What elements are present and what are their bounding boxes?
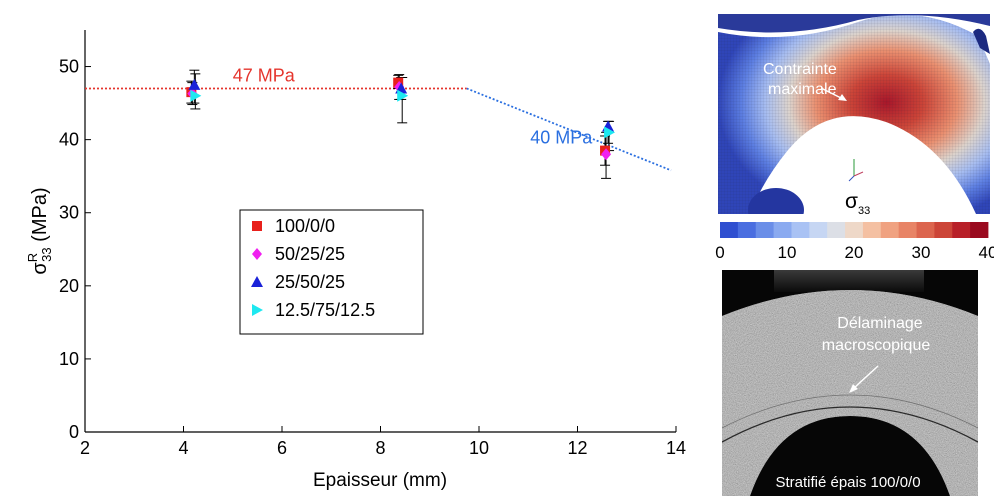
colorbar-cell [773, 222, 792, 238]
x-tick-label: 2 [80, 438, 90, 458]
axis-triad-z [848, 175, 855, 182]
fe-sigma-label: σ33 [845, 190, 870, 214]
fe-annotation-line1: Contrainte [763, 61, 837, 78]
colorbar-cells [720, 222, 989, 238]
colorbar-cell [737, 222, 757, 238]
colorbar: 0 10 20 30 40 [714, 222, 997, 266]
colorbar-cell [916, 222, 935, 238]
fe-sigma-subscript: 33 [858, 205, 870, 214]
data-point-triangle-right [397, 89, 409, 102]
y-tick-label: 10 [59, 349, 79, 369]
fe-support-element [748, 188, 804, 214]
colorbar-cell [970, 222, 989, 238]
x-tick-label: 8 [375, 438, 385, 458]
y-axis-label-symbol: σ [29, 262, 51, 275]
legend-marker-diamond [252, 248, 262, 260]
colorbar-image: 0 10 20 30 40 [715, 222, 997, 262]
colorbar-tick-label: 20 [845, 243, 864, 262]
fe-annotation-arrow-line [820, 87, 844, 100]
legend-box [239, 209, 424, 335]
y-tick-label: 40 [59, 130, 79, 150]
y-axis-label-subscript: 33 [39, 247, 54, 261]
fe-annotation-arrow-head [838, 94, 847, 101]
data-point-triangle-right [190, 89, 202, 102]
fe-mesh [718, 14, 990, 214]
trend-line-decline [466, 87, 672, 172]
y-axis-label-superscript: R [25, 253, 40, 262]
y-axis-label: σR33 (MPa) [25, 187, 54, 274]
x-tick-label: 10 [469, 438, 489, 458]
ply-interface [722, 394, 978, 429]
trend-lines: 47 MPa 40 MPa [85, 65, 672, 172]
axis-triad-x [853, 171, 864, 177]
colorbar-cell [952, 222, 971, 238]
x-tick-label: 12 [567, 438, 587, 458]
y-ticks: 0 10 20 30 40 50 [59, 57, 91, 442]
fe-edge-element [973, 28, 990, 54]
colorbar-cell [809, 222, 828, 238]
colorbar-tick-label: 40 [979, 243, 994, 262]
micro-annotation-arrow-head [849, 384, 858, 393]
micrograph: Délaminage macroscopique Stratifié épais… [722, 270, 978, 496]
micrograph-top-fixture [774, 270, 924, 292]
colorbar-tick-label: 10 [778, 243, 797, 262]
x-tick-label: 6 [277, 438, 287, 458]
colorbar-tick-label: 30 [912, 243, 931, 262]
micro-annotation-line1: Délaminage [837, 315, 922, 332]
data-points [186, 69, 616, 179]
fe-stress-map-image: Contrainte maximale σ33 [718, 14, 990, 214]
y-tick-label: 0 [69, 422, 79, 442]
micro-caption: Stratifié épais 100/0/0 [775, 474, 920, 491]
svg-text:σR33 (MPa): σR33 (MPa) [25, 187, 54, 274]
colorbar-cell [720, 222, 739, 238]
colorbar-cell [827, 222, 846, 238]
legend-entry-label: 50/25/25 [275, 244, 345, 264]
x-tick-label: 14 [666, 438, 686, 458]
x-tick-label: 4 [178, 438, 188, 458]
legend-entry-label: 25/50/25 [275, 272, 345, 292]
colorbar-cell [755, 222, 774, 238]
micro-annotation-arrow-line [853, 365, 879, 389]
legend-marker-square [252, 221, 262, 231]
micrograph-image: Délaminage macroscopique Stratifié épais… [722, 270, 978, 496]
fe-top-surface [718, 14, 990, 33]
data-point-triangle-right [604, 126, 616, 139]
y-tick-label: 50 [59, 57, 79, 77]
legend: 100/0/0 50/25/25 25/50/25 12.5/75/12.5 [239, 209, 424, 335]
colorbar-cell [880, 222, 900, 238]
y-tick-label: 30 [59, 203, 79, 223]
legend-entry-label: 100/0/0 [275, 216, 335, 236]
colorbar-cell [791, 222, 810, 238]
colorbar-cell [898, 222, 917, 238]
trend-label-decline: 40 MPa [530, 127, 593, 147]
x-axis-label: Epaisseur (mm) [313, 470, 447, 491]
colorbar-cell [934, 222, 953, 238]
colorbar-tick-labels: 0 10 20 30 40 [715, 243, 997, 262]
legend-marker-triangle-up [251, 276, 263, 287]
colorbar-tick-label: 0 [715, 243, 724, 262]
micro-annotation-line2: macroscopique [822, 337, 931, 354]
trend-label-plateau: 47 MPa [233, 65, 296, 85]
legend-entry-label: 12.5/75/12.5 [275, 300, 375, 320]
data-point-diamond [601, 148, 612, 161]
fe-stress-map: Contrainte maximale σ33 [718, 14, 990, 214]
chart-area: 2 4 6 8 10 12 14 0 10 20 30 40 50 47 MPa 40 MPa Epai… [25, 30, 686, 491]
delamination-crack [722, 406, 978, 443]
y-tick-label: 20 [59, 276, 79, 296]
data-point-triangle-up [188, 78, 201, 90]
x-ticks: 2 4 6 8 10 12 14 [80, 426, 686, 458]
colorbar-cell [862, 222, 882, 238]
fe-sigma-symbol: σ [845, 190, 858, 213]
colorbar-cell [845, 222, 864, 238]
legend-marker-triangle-right [252, 304, 263, 316]
fe-annotation-line2: maximale [768, 81, 837, 98]
y-axis-label-unit: (MPa) [29, 187, 51, 247]
